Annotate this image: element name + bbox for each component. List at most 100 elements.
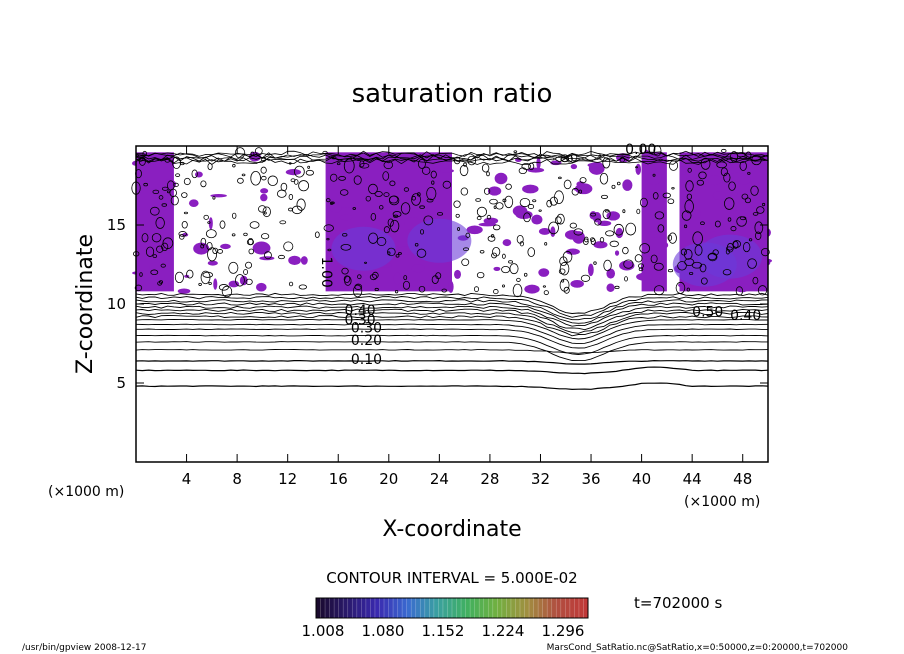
contour-loop <box>175 173 181 177</box>
contour-loop <box>245 261 253 269</box>
shaded-blob <box>256 282 267 292</box>
contour-loop <box>518 167 527 175</box>
contour-loop <box>752 212 759 216</box>
contour-loop <box>250 171 261 186</box>
contour-loop <box>426 186 437 201</box>
colorbar-cell <box>393 598 399 618</box>
colorbar-cell <box>343 598 349 618</box>
shaded-blob <box>220 243 231 250</box>
shaded-blob <box>550 226 556 238</box>
contour-loop <box>479 250 485 254</box>
colorbar-cell <box>520 598 526 618</box>
contour-loop <box>383 160 394 170</box>
contour-loop <box>365 195 371 202</box>
contour-loop <box>287 207 294 212</box>
contour-loop <box>200 244 205 249</box>
contour-loop <box>457 227 461 231</box>
contour-loop <box>684 199 694 214</box>
colorbar-tick-label: 1.152 <box>422 622 465 640</box>
contour-loop <box>389 219 400 233</box>
contour-loop <box>145 246 155 257</box>
shaded-blob <box>570 280 584 288</box>
contour-loop <box>609 240 619 248</box>
contour-loop <box>338 176 346 181</box>
shaded-blob <box>689 232 698 240</box>
contour-loop <box>668 232 677 244</box>
contour-loop <box>298 284 307 290</box>
colorbar-cell <box>356 598 362 618</box>
contour-loop <box>684 224 688 229</box>
contour-loop <box>151 233 162 243</box>
colorbar-tick-label: 1.080 <box>362 622 405 640</box>
contour-loop <box>579 177 587 184</box>
contour-loop <box>181 192 188 198</box>
contour-loop <box>374 191 383 197</box>
colorbar-cell <box>397 598 403 618</box>
contour-loop <box>726 242 734 253</box>
contour-loop <box>563 286 570 294</box>
contour-loop <box>134 284 143 292</box>
contour-loop <box>653 285 665 296</box>
shaded-blob <box>382 163 398 167</box>
contour-loop <box>755 231 762 240</box>
contour-loop <box>543 290 549 296</box>
contour-loop <box>460 187 469 196</box>
colorbar-tick-label: 1.224 <box>482 622 525 640</box>
x-tick-label: 32 <box>531 470 550 488</box>
shaded-blob <box>228 280 240 288</box>
contour-loop <box>727 217 732 222</box>
contour-line-top <box>135 153 769 161</box>
contour-line-top <box>135 157 769 164</box>
contour-loop <box>231 233 236 237</box>
contour-loop <box>505 183 512 190</box>
contour-loop <box>419 229 425 235</box>
contour-loop <box>700 277 708 285</box>
contour-loop <box>590 212 597 217</box>
contour-loop <box>732 240 741 248</box>
contour-loop <box>667 268 674 273</box>
colorbar-cell <box>438 598 444 618</box>
colorbar-cell <box>510 598 516 618</box>
contour-loop <box>616 181 621 186</box>
contour-line <box>135 319 768 340</box>
contour-loop <box>516 277 521 282</box>
contour-loop <box>512 283 523 298</box>
colorbar-cell <box>329 598 335 618</box>
contour-loop <box>200 270 211 285</box>
contour-loop <box>756 206 765 214</box>
contour-interval: CONTOUR INTERVAL = 5.000E-02 <box>326 569 577 587</box>
contour-loop <box>476 206 488 217</box>
contour-loop <box>502 284 505 288</box>
contour-loop <box>203 214 209 220</box>
contour-loop <box>160 263 166 268</box>
colorbar-cell <box>406 598 412 618</box>
contour-loop <box>599 237 605 243</box>
shaded-blob <box>646 171 662 185</box>
contour-loop <box>248 248 255 255</box>
y-axis-ticks: 5 10 15 <box>107 216 768 392</box>
contour-loop <box>476 216 482 221</box>
shaded-blob <box>692 209 702 219</box>
contour-loop <box>262 206 271 218</box>
contour-loop <box>523 272 528 277</box>
contour-loop <box>419 205 425 209</box>
contour-loop <box>341 267 349 275</box>
x-tick-label: 16 <box>329 470 348 488</box>
contour-loop <box>513 150 518 153</box>
shaded-blob <box>614 250 620 256</box>
contour-loop <box>677 261 687 271</box>
contour-loop <box>150 269 159 276</box>
contour-loop <box>372 271 379 279</box>
contour-loop <box>383 226 390 234</box>
contour-loop <box>685 180 694 192</box>
contour-loop <box>150 206 160 216</box>
x-tick-label: 4 <box>182 470 192 488</box>
contour-loop <box>730 226 737 232</box>
contour-loop <box>614 285 620 290</box>
contour-loop <box>158 195 164 200</box>
contour-loop <box>662 192 671 199</box>
colorbar-cell <box>547 598 553 618</box>
contour-loop <box>675 281 686 294</box>
colorbar-cell <box>442 598 448 618</box>
contour-loop <box>161 242 169 252</box>
